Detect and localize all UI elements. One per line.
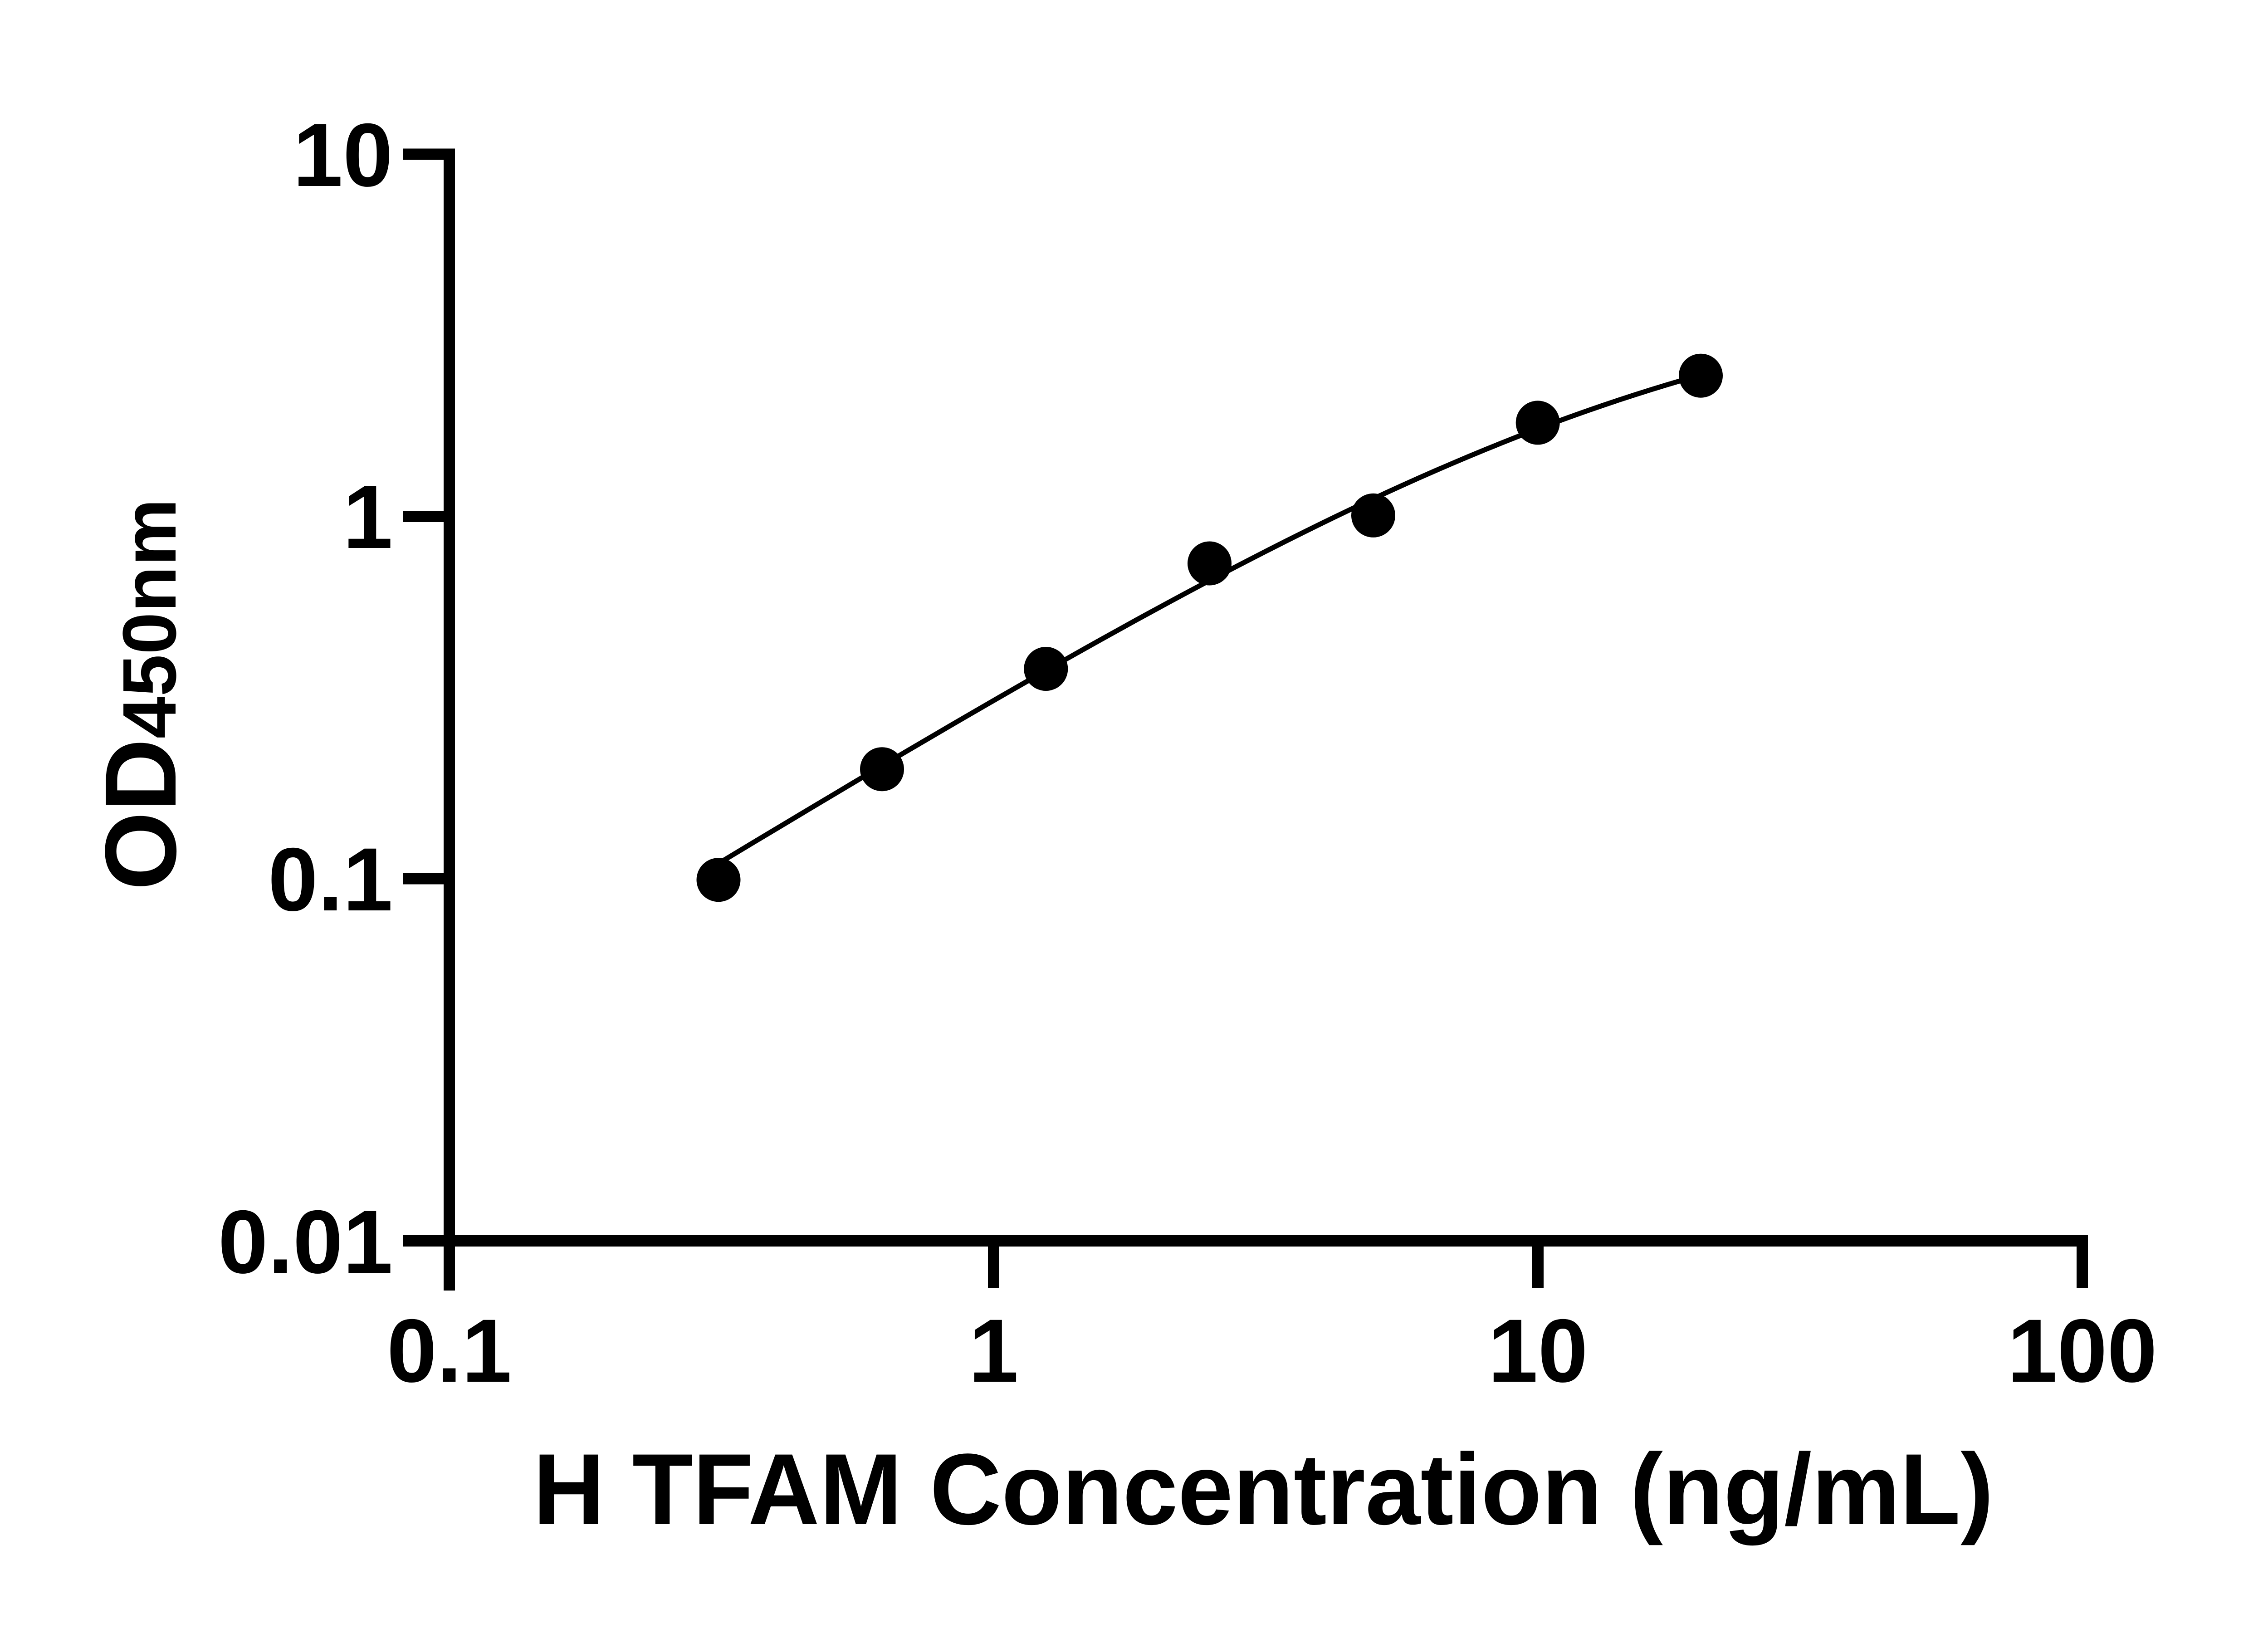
svg-text:0.1: 0.1 xyxy=(268,829,393,929)
svg-text:0.1: 0.1 xyxy=(387,1301,512,1401)
svg-text:100: 100 xyxy=(2007,1301,2157,1401)
svg-text:1: 1 xyxy=(968,1301,1018,1401)
svg-text:OD450nm: OD450nm xyxy=(84,499,197,890)
svg-text:10: 10 xyxy=(293,105,393,205)
svg-text:10: 10 xyxy=(1488,1301,1588,1401)
svg-text:1: 1 xyxy=(343,467,393,567)
svg-text:H TFAM Concentration (ng/mL): H TFAM Concentration (ng/mL) xyxy=(533,1433,1994,1546)
svg-text:0.01: 0.01 xyxy=(218,1192,393,1292)
